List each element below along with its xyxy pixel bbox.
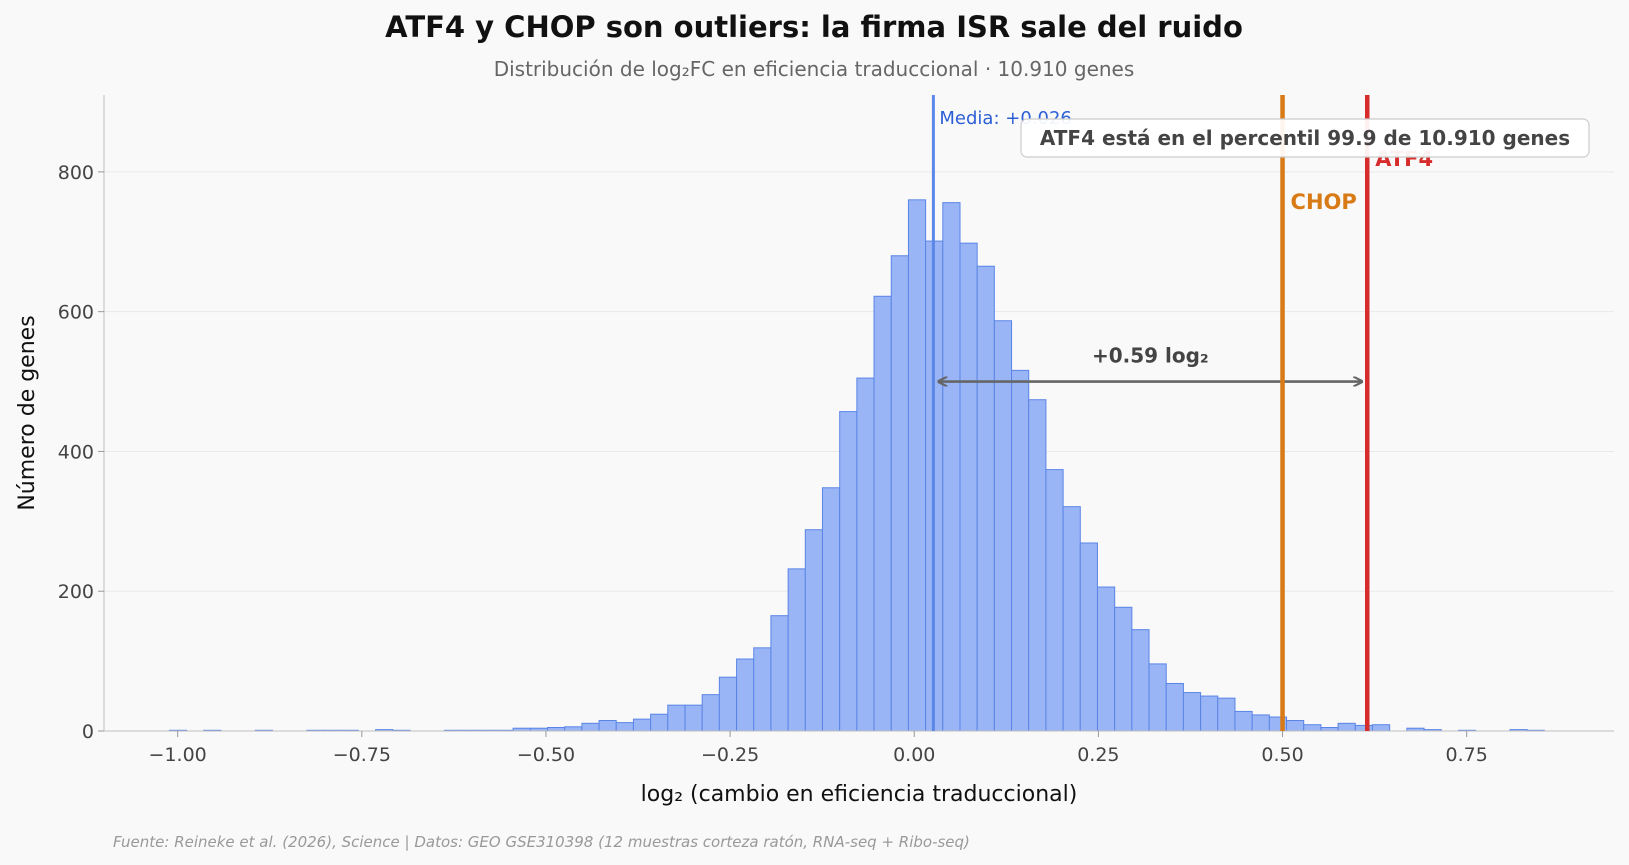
histogram-bar — [564, 726, 583, 732]
histogram-bar — [1028, 399, 1047, 732]
histogram-bar — [753, 647, 772, 732]
histogram-bar — [1114, 606, 1133, 732]
y-tick-label: 600 — [58, 302, 94, 324]
histogram-bars — [168, 199, 1545, 732]
chart-subtitle: Distribución de log₂FC en eficiencia tra… — [494, 57, 1135, 81]
x-tick-label: −1.00 — [149, 744, 207, 766]
y-tick-label: 200 — [58, 581, 94, 603]
histogram-bar — [1079, 542, 1098, 732]
x-tick-label: 0.50 — [1261, 744, 1303, 766]
histogram-bar — [1062, 506, 1081, 732]
x-axis-ticks: −1.00 −0.75 −0.50 −0.25 0.00 0.25 0.50 0.75 — [149, 731, 1488, 766]
histogram-bar — [1337, 722, 1356, 732]
x-tick-label: 0.00 — [893, 744, 935, 766]
histogram-bar — [1182, 692, 1202, 732]
histogram-bar — [787, 568, 806, 732]
histogram-bar — [581, 722, 600, 732]
x-tick-label: 0.75 — [1446, 744, 1488, 766]
histogram-bar — [684, 704, 703, 732]
histogram-bar — [546, 727, 566, 732]
y-axis-ticks: 0 200 400 600 800 — [58, 162, 104, 743]
histogram-bar — [1320, 727, 1339, 732]
y-axis-label: Número de genes — [15, 315, 40, 510]
histogram-bar — [890, 255, 909, 732]
histogram-bar — [1148, 663, 1167, 732]
histogram-bar — [1234, 710, 1253, 732]
histogram-bar — [701, 694, 720, 732]
histogram-bar — [959, 242, 978, 732]
delta-label: +0.59 log₂ — [1092, 344, 1209, 368]
histogram-bar — [821, 487, 841, 732]
callout-box — [1020, 118, 1590, 158]
histogram-bar — [1131, 629, 1150, 732]
histogram-bar — [1303, 724, 1322, 732]
histogram-bar — [1200, 695, 1219, 732]
histogram-bar — [942, 202, 961, 732]
histogram-bar — [1251, 714, 1270, 732]
histogram-bar — [667, 704, 686, 732]
histogram-bar — [615, 722, 634, 732]
histogram-bar — [718, 676, 738, 732]
callout-text: ATF4 está en el percentil 99.9 de 10.910… — [1040, 126, 1570, 150]
x-axis-label: log₂ (cambio en eficiencia traduccional) — [641, 782, 1078, 807]
chop-label: CHOP — [1291, 190, 1357, 214]
histogram-bar — [770, 615, 789, 732]
histogram-bar — [976, 265, 995, 732]
y-tick-label: 0 — [82, 721, 94, 743]
x-tick-label: −0.25 — [701, 744, 759, 766]
histogram-bar — [1045, 469, 1064, 732]
chart-title: ATF4 y CHOP son outliers: la firma ISR s… — [385, 10, 1243, 44]
histogram-bar — [598, 720, 617, 732]
histogram-bar — [1011, 369, 1030, 732]
histogram-bar — [736, 658, 755, 732]
histogram-bar — [1217, 697, 1236, 732]
y-tick-label: 400 — [58, 441, 94, 463]
histogram-bar — [1286, 720, 1305, 732]
histogram-bar — [804, 529, 823, 732]
histogram-bar — [632, 718, 652, 732]
x-tick-label: −0.75 — [333, 744, 391, 766]
histogram-bar — [650, 713, 669, 732]
y-tick-label: 800 — [58, 162, 94, 184]
x-tick-label: 0.25 — [1077, 744, 1119, 766]
histogram-bar — [907, 199, 927, 732]
x-tick-label: −0.50 — [517, 744, 575, 766]
histogram-bar — [856, 377, 875, 732]
histogram-bar — [839, 411, 858, 732]
histogram-bar — [1371, 724, 1391, 732]
histogram-bar — [1354, 724, 1373, 732]
histogram-bar — [1165, 682, 1184, 732]
histogram-bar — [873, 295, 892, 732]
source-note: Fuente: Reineke et al. (2026), Science |… — [113, 833, 970, 851]
histogram-bar — [1097, 586, 1116, 732]
